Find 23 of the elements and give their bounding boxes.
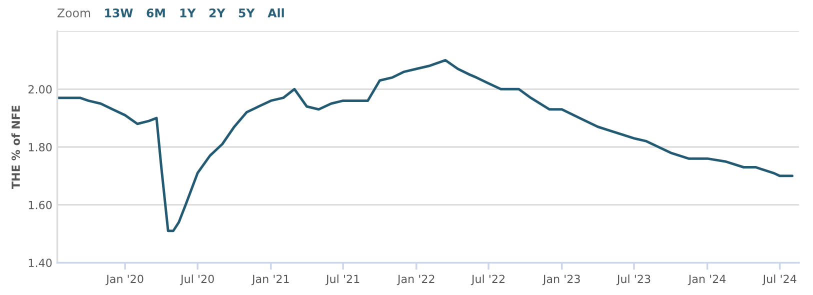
text: All: [268, 8, 284, 18]
y-tick-label: 2.00: [28, 85, 52, 94]
text: 6M: [146, 8, 165, 18]
text: 13W: [105, 8, 133, 18]
line-series: [57, 58, 794, 232]
y-tick-label: 1.40: [28, 258, 52, 268]
x-tick-label: Jan '24: [688, 274, 726, 286]
text: 5Y: [238, 8, 255, 18]
x-tick-label: Jan '23: [542, 274, 580, 286]
text: 2Y: [209, 8, 226, 18]
x-tick-label: Jan '21: [251, 274, 289, 286]
text: Zoom: [58, 8, 90, 18]
y-tick-label: 1.80: [28, 142, 52, 152]
x-tick-label: Jul '22: [470, 274, 504, 286]
y-tick-label: 1.60: [28, 200, 52, 210]
x-tick-label: Jul '21: [325, 274, 360, 286]
x-tick-label: Jul '24: [762, 274, 796, 286]
x-tick-label: Jan '22: [396, 274, 434, 286]
x-tick-label: Jul '23: [616, 274, 650, 286]
y-axis-title: THE % of NFE: [11, 106, 20, 190]
x-tick-label: Jan '20: [106, 274, 144, 286]
text: 1Y: [180, 8, 196, 18]
x-tick-label: Jul '20: [180, 274, 214, 286]
